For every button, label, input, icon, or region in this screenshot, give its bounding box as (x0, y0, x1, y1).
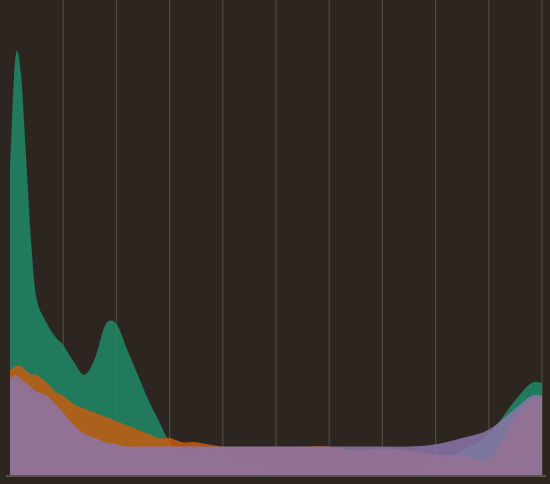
series-areas (10, 50, 542, 476)
series-area-3 (10, 374, 542, 476)
